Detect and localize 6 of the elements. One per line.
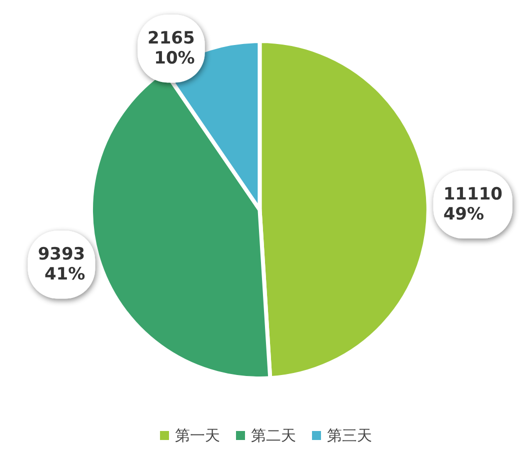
data-label: 11110 49%: [443, 184, 503, 225]
data-label: 2165 10%: [148, 28, 195, 69]
data-label: 9393 41%: [38, 244, 86, 285]
legend-label: 第二天: [251, 426, 296, 444]
legend-label: 第三天: [327, 426, 372, 444]
legend-label: 第一天: [175, 426, 220, 444]
